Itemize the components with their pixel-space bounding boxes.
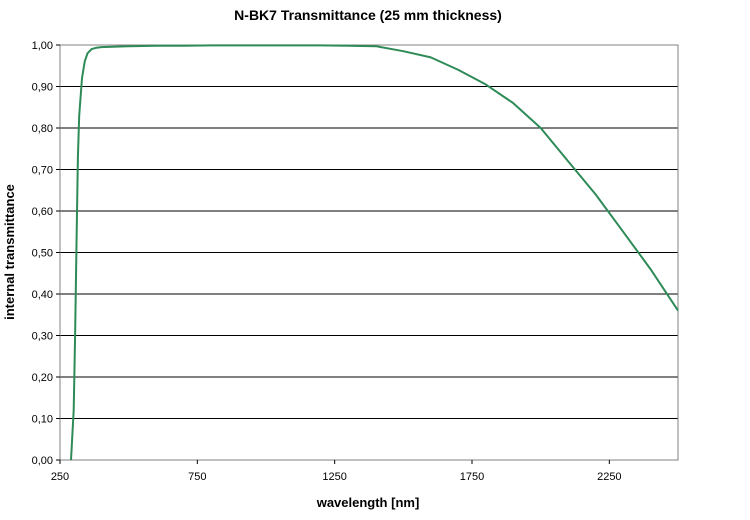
y-tick-label: 0,40 (32, 289, 53, 301)
y-tick-label: 0,70 (32, 165, 53, 177)
y-tick-label: 1,00 (32, 40, 53, 52)
y-axis-ticks: 0,00 0,10 0,20 0,30 0,40 0,50 0,60 0,70 0,80 0,90… (32, 40, 60, 467)
chart-title: N-BK7 Transmittance (25 mm thickness) (234, 7, 502, 23)
y-tick-label: 0,50 (32, 248, 53, 260)
y-tick-label: 0,10 (32, 414, 53, 426)
x-tick-label: 1250 (322, 471, 346, 483)
x-tick-label: 2250 (597, 471, 621, 483)
series-layer (70, 44, 679, 461)
x-axis-ticks: 250 750 1250 1750 2250 (51, 460, 622, 483)
x-axis-label: wavelength [nm] (316, 495, 420, 510)
y-tick-label: 0,20 (32, 372, 53, 384)
y-tick-label: 0,60 (32, 206, 53, 218)
y-tick-label: 0,90 (32, 82, 53, 94)
y-tick-label: 0,00 (32, 455, 53, 467)
y-axis-label: internal transmittance (2, 184, 17, 320)
x-tick-label: 750 (188, 471, 206, 483)
gridlines (60, 86, 678, 419)
x-tick-label: 1750 (460, 471, 484, 483)
series-line-transmittance (70, 44, 679, 461)
x-tick-label: 250 (51, 471, 69, 483)
y-tick-label: 0,80 (32, 123, 53, 135)
y-tick-label: 0,30 (32, 331, 53, 343)
